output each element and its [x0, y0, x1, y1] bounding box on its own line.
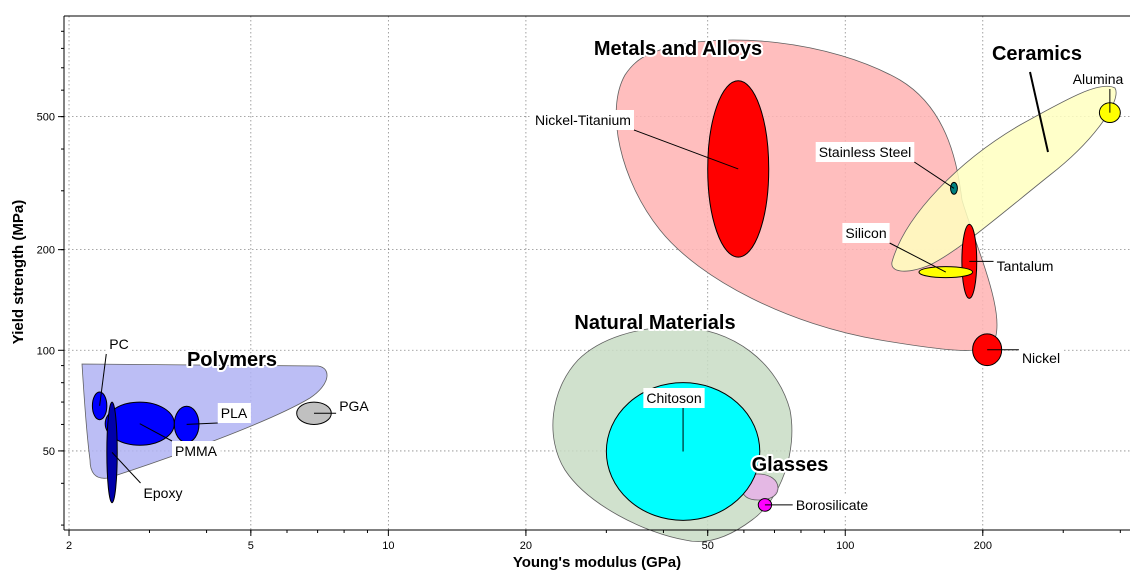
metals-and-alloys-label: Metals and Alloys — [594, 38, 762, 60]
y-axis-title: Yield strength (MPa) — [10, 200, 27, 344]
epoxy-label-box — [140, 483, 186, 503]
glasses-label: Glasses — [752, 454, 829, 476]
axes: 2 5 10 20 50 100 200 50 100 200 500 — [37, 15, 1130, 552]
x-axis-title: Young's modulus (GPa) — [513, 554, 681, 571]
stainless-steel-ellipse — [950, 181, 958, 195]
nickel-titanium-leader — [633, 129, 739, 170]
nickel-titanium-label-box — [532, 110, 634, 130]
stainless-steel-label: Stainless Steel — [819, 144, 912, 160]
borosilicate-label: Borosilicate — [796, 497, 869, 513]
y-tick-label: 200 — [37, 245, 55, 257]
polymers-label: Polymers — [187, 349, 277, 371]
nickel-label: Nickel — [1022, 350, 1060, 366]
y-tick-label: 500 — [37, 112, 55, 124]
ceramics-leader — [1029, 71, 1049, 153]
stainless-steel-leader — [914, 161, 955, 189]
tantalum-label: Tantalum — [997, 258, 1054, 274]
x-tick-label: 200 — [974, 540, 992, 552]
borosilicate-label-box — [792, 495, 872, 515]
stainless-steel-label-box — [815, 142, 915, 162]
silicon-label-box — [842, 223, 890, 243]
tantalum-label-box — [993, 256, 1057, 276]
labels: Metals and Alloys Ceramics Polymers Natural… — [106, 36, 1124, 515]
silicon-label: Silicon — [845, 225, 886, 241]
pga-label-box — [336, 396, 373, 416]
label-leader-lines — [99, 71, 1111, 506]
x-tick-label: 20 — [520, 540, 532, 552]
pla-label: PLA — [221, 405, 248, 421]
chitoson-label: Chitoson — [646, 390, 701, 406]
x-tick-label: 10 — [382, 540, 394, 552]
silicon-leader — [889, 242, 947, 273]
pc-leader — [99, 353, 107, 406]
epoxy-label: Epoxy — [144, 485, 183, 501]
polymers-envelope — [81, 363, 328, 479]
pc-label: PC — [109, 336, 128, 352]
pla-leader — [186, 422, 218, 425]
natural-materials-label: Natural Materials — [574, 312, 735, 334]
pc-label-box — [106, 334, 132, 354]
x-tick-label: 50 — [702, 540, 714, 552]
nickel-label-box — [1018, 348, 1064, 368]
x-tick-label: 2 — [66, 540, 72, 552]
alumina-label: Alumina — [1073, 71, 1124, 87]
ceramics-label: Ceramics — [992, 43, 1082, 65]
pmma-leader — [139, 423, 173, 442]
y-tick-label: 100 — [37, 345, 55, 357]
chitoson-label-box — [643, 388, 705, 408]
x-tick-label: 100 — [836, 540, 854, 552]
epoxy-leader — [111, 452, 141, 484]
pla-label-box — [217, 403, 251, 423]
pmma-label-box — [172, 441, 221, 461]
y-tick-label: 50 — [43, 446, 55, 458]
nickel-titanium-label: Nickel-Titanium — [535, 112, 631, 128]
pga-label: PGA — [339, 398, 369, 414]
x-tick-label: 5 — [248, 540, 254, 552]
pmma-label: PMMA — [175, 443, 218, 459]
